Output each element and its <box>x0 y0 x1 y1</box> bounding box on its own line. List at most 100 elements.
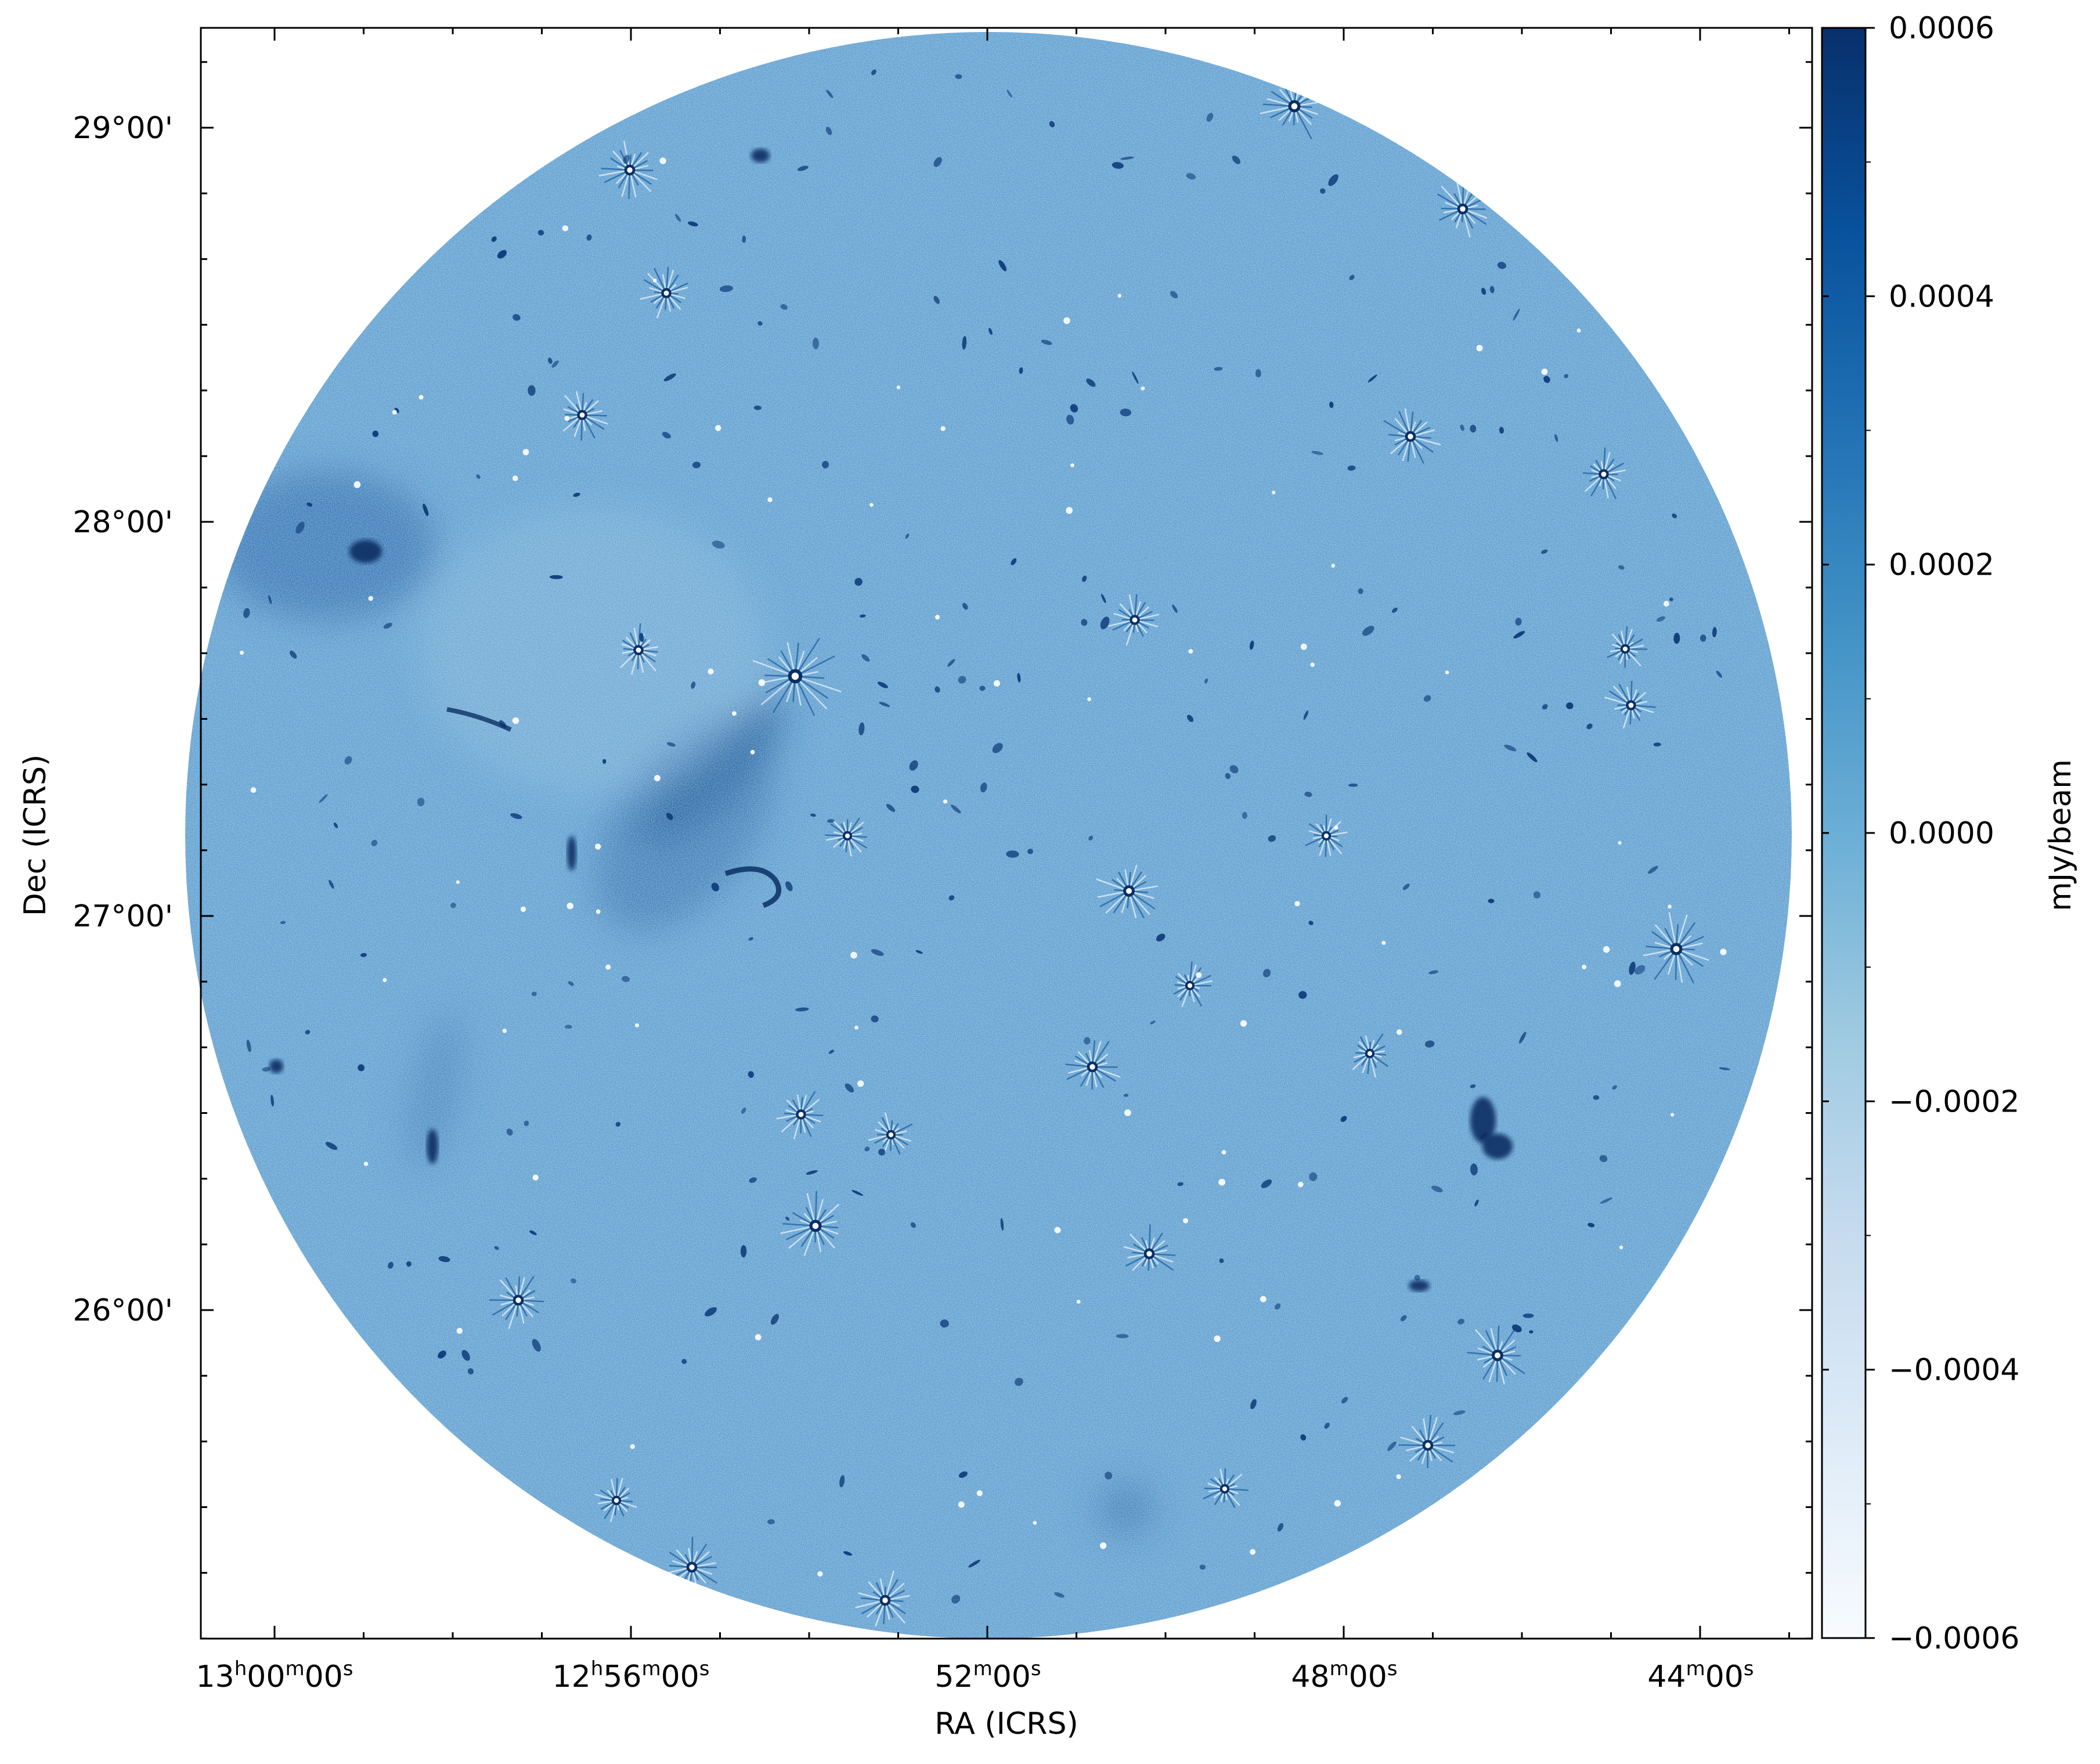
faint-source <box>1653 742 1661 746</box>
faint-source <box>605 964 611 970</box>
faint-source <box>858 722 865 735</box>
field-of-view <box>185 32 1792 1639</box>
faint-source <box>705 1307 717 1316</box>
faint-source <box>1700 634 1706 642</box>
y-axis-label: Dec (ICRS) <box>18 755 53 917</box>
faint-source <box>1527 752 1538 763</box>
faint-source <box>780 304 788 310</box>
faint-source <box>988 328 993 335</box>
extended-source <box>427 1129 438 1164</box>
faint-source <box>712 540 725 549</box>
faint-source <box>911 785 919 793</box>
faint-source <box>494 1246 499 1250</box>
faint-source <box>622 976 630 982</box>
faint-source <box>1672 513 1677 518</box>
faint-source <box>1424 1040 1435 1048</box>
faint-source <box>1618 565 1625 570</box>
extended-source <box>349 540 382 563</box>
faint-source <box>1199 1564 1206 1570</box>
faint-source <box>1054 1592 1065 1598</box>
faint-source <box>392 410 397 415</box>
faint-source <box>1541 549 1548 554</box>
colorbar-gradient <box>1821 27 1867 1639</box>
faint-source <box>573 492 580 497</box>
faint-source <box>1669 597 1673 601</box>
faint-source <box>551 360 559 368</box>
faint-source <box>1260 1296 1267 1303</box>
faint-source <box>1300 1434 1307 1441</box>
axes-frame <box>200 27 1813 1640</box>
faint-source <box>564 416 570 421</box>
faint-source <box>615 1121 621 1127</box>
faint-source <box>857 1080 864 1087</box>
faint-source <box>1663 601 1669 607</box>
faint-source <box>512 475 518 481</box>
faint-source <box>1712 627 1717 637</box>
faint-source <box>1614 980 1621 987</box>
faint-source <box>1670 1113 1675 1117</box>
faint-source <box>1513 630 1525 639</box>
faint-source <box>1081 619 1088 626</box>
faint-source <box>1603 946 1610 953</box>
point-source <box>1065 1040 1121 1090</box>
faint-source <box>567 902 574 910</box>
colorbar-tick-label: −0.0002 <box>1889 1084 2020 1119</box>
sky-image <box>185 27 1813 1640</box>
faint-source <box>438 1350 446 1359</box>
faint-source <box>1612 1085 1617 1090</box>
faint-source <box>1272 490 1276 495</box>
faint-source <box>1100 593 1106 604</box>
faint-source <box>654 775 661 781</box>
faint-source <box>943 799 948 804</box>
faint-source <box>639 633 644 643</box>
faint-source <box>962 336 967 350</box>
faint-source <box>1063 317 1070 324</box>
axis-ticks <box>201 28 1812 1640</box>
faint-source <box>915 950 923 954</box>
faint-source <box>871 949 884 956</box>
faint-source <box>1188 649 1193 654</box>
faint-source <box>1519 1031 1527 1044</box>
faint-source <box>886 804 896 812</box>
faint-source <box>1070 404 1078 413</box>
faint-source <box>1017 673 1021 683</box>
faint-source <box>962 603 968 610</box>
point-source <box>855 1570 910 1627</box>
faint-source <box>1470 424 1477 433</box>
point-source <box>562 391 608 441</box>
faint-source <box>1054 1226 1061 1233</box>
point-source <box>1467 1325 1525 1385</box>
faint-source <box>1297 1181 1304 1188</box>
faint-source <box>506 1128 513 1136</box>
faint-source <box>1476 345 1483 352</box>
faint-source <box>1599 1155 1608 1162</box>
faint-source <box>635 1023 640 1027</box>
faint-source <box>1214 1335 1221 1343</box>
faint-source <box>1564 374 1569 378</box>
faint-source <box>537 230 544 236</box>
faint-source <box>741 1108 746 1114</box>
faint-source <box>1172 604 1178 613</box>
faint-source <box>1006 89 1012 98</box>
faint-source <box>828 1049 835 1054</box>
faint-source <box>958 676 966 684</box>
faint-source <box>562 225 569 232</box>
faint-source <box>767 497 773 503</box>
x-tick-label: 44m00s <box>1647 1657 1753 1694</box>
faint-source <box>980 782 987 793</box>
faint-source <box>1015 1377 1023 1386</box>
faint-source <box>1362 626 1374 636</box>
faint-source <box>1041 340 1052 345</box>
faint-source <box>497 250 507 259</box>
faint-source <box>940 1319 949 1328</box>
faint-source <box>1618 840 1622 845</box>
faint-source <box>270 1095 275 1107</box>
point-source <box>640 266 688 319</box>
faint-source <box>1515 618 1522 626</box>
faint-source <box>940 426 946 431</box>
faint-source <box>1240 1020 1247 1027</box>
faint-source <box>869 503 874 507</box>
colorbar-ticks: 0.0006 0.0004 0.0002 0.0000 −0.0002 −0.0004 −0… <box>1822 11 2020 1656</box>
faint-source <box>344 756 352 765</box>
extended-source <box>751 149 770 163</box>
